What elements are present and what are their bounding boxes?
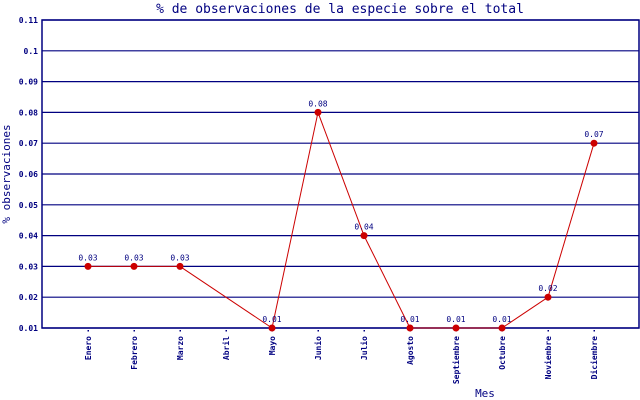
data-label: 0.03 <box>78 253 97 262</box>
x-tick-label: Septiembre <box>451 336 461 384</box>
chart-title: % de observaciones de la especie sobre e… <box>156 2 524 17</box>
data-point <box>452 324 460 332</box>
data-point <box>590 139 598 147</box>
data-point <box>268 324 276 332</box>
y-tick-label: 0.07 <box>19 139 38 148</box>
series-line-segment <box>363 235 411 329</box>
data-point <box>360 232 368 240</box>
series-line-segment <box>501 296 549 329</box>
x-tick-label: Junio <box>313 336 323 360</box>
x-tick <box>363 330 365 332</box>
x-tick <box>179 330 181 332</box>
y-tick-label: 0.05 <box>19 201 38 210</box>
x-tick-label: Octubre <box>498 336 507 370</box>
y-tick-label: 0.09 <box>19 78 38 87</box>
data-label: 0.04 <box>354 223 373 232</box>
y-tick-label: 0.08 <box>19 108 38 117</box>
x-tick-label: Diciembre <box>589 336 599 380</box>
data-label: 0.03 <box>124 253 143 262</box>
y-tick-label: 0.03 <box>19 262 38 271</box>
data-label: 0.02 <box>538 284 557 293</box>
y-tick-label: 0.04 <box>19 232 38 241</box>
x-tick-label: Mayo <box>268 336 277 355</box>
data-label: 0.07 <box>584 130 603 139</box>
x-tick <box>133 330 135 332</box>
data-point <box>544 293 552 301</box>
x-axis-label: Mes <box>475 387 495 400</box>
data-point <box>314 108 322 116</box>
x-tick-label: Agosto <box>406 336 415 365</box>
y-tick-label: 0.11 <box>19 16 38 25</box>
data-point <box>176 262 184 270</box>
data-point <box>130 262 138 270</box>
x-tick-label: Noviembre <box>543 336 553 380</box>
y-axis-label: % observaciones <box>0 124 13 223</box>
x-tick <box>317 330 319 332</box>
data-label: 0.01 <box>400 315 419 324</box>
data-point <box>498 324 506 332</box>
y-tick-label: 0.06 <box>19 170 38 179</box>
data-label: 0.08 <box>308 99 327 108</box>
y-tick-label: 0.02 <box>19 293 38 302</box>
series-line-segment <box>271 112 319 329</box>
series-line-segment <box>547 143 595 298</box>
y-tick-label: 0.1 <box>24 47 39 56</box>
data-label: 0.01 <box>446 315 465 324</box>
x-tick-label: Enero <box>84 336 93 360</box>
data-label: 0.01 <box>492 315 511 324</box>
data-point <box>406 324 414 332</box>
x-tick <box>87 330 89 332</box>
x-tick-label: Julio <box>359 336 369 360</box>
x-tick <box>225 330 227 332</box>
data-label: 0.03 <box>170 253 189 262</box>
x-tick-label: Abril <box>221 336 231 360</box>
y-tick-label: 0.01 <box>19 324 38 333</box>
series-line-segment <box>179 265 273 329</box>
x-tick-label: Marzo <box>176 336 185 360</box>
series-line-segment <box>317 112 365 236</box>
data-label: 0.01 <box>262 315 281 324</box>
x-tick <box>593 330 595 332</box>
x-tick <box>547 330 549 332</box>
data-point <box>84 262 92 270</box>
x-tick-label: Febrero <box>130 336 139 370</box>
